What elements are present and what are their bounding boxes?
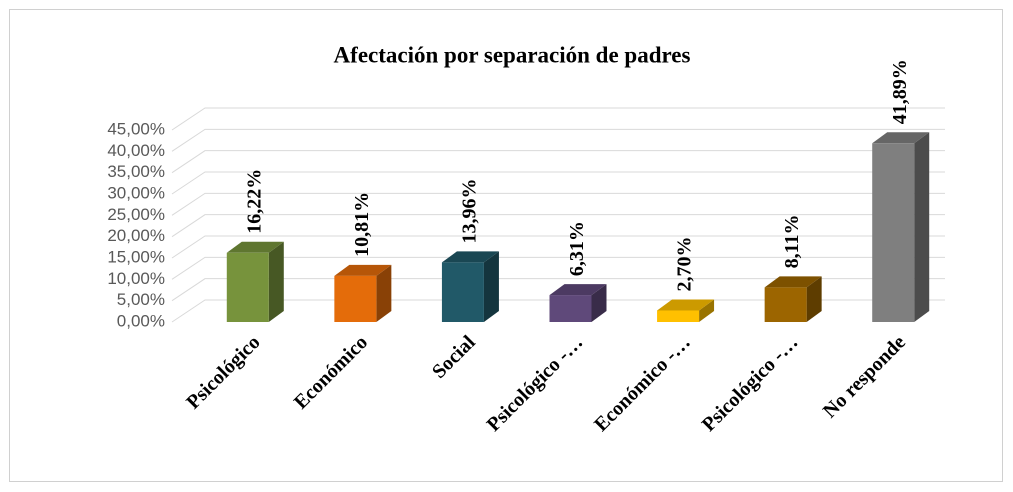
y-tick-label: 0,00% <box>117 311 165 330</box>
y-tick-label: 20,00% <box>107 226 165 245</box>
y-tick-label: 30,00% <box>107 183 165 202</box>
y-tick-label: 45,00% <box>107 119 165 138</box>
bar-side <box>376 264 392 322</box>
bar-side <box>483 251 499 322</box>
bar-side <box>699 299 715 322</box>
bar <box>226 252 269 322</box>
grid-line <box>171 192 945 216</box>
bar-top <box>441 251 499 263</box>
data-label: 16,22% <box>243 169 265 234</box>
bar <box>334 275 377 322</box>
bar <box>549 295 592 322</box>
y-tick-label: 5,00% <box>117 290 165 309</box>
data-label: 8,11% <box>781 214 803 268</box>
bar-top <box>549 284 607 296</box>
y-tick-label: 35,00% <box>107 162 165 181</box>
y-tick-label: 40,00% <box>107 141 165 160</box>
bar <box>872 143 915 322</box>
grid-line <box>171 128 945 152</box>
grid-line <box>171 278 945 302</box>
grid-line <box>171 235 945 259</box>
grid-line <box>171 107 945 131</box>
data-label: 2,70% <box>674 236 696 291</box>
grid-line <box>171 150 945 174</box>
bar <box>441 262 484 322</box>
bar-side <box>914 132 930 322</box>
y-tick-label: 10,00% <box>107 269 165 288</box>
bar-side <box>806 276 822 322</box>
data-label: 10,81% <box>351 192 373 257</box>
data-label: 6,31% <box>566 221 588 276</box>
bar-side <box>268 241 284 322</box>
data-label: 41,89% <box>889 59 911 124</box>
y-tick-label: 25,00% <box>107 205 165 224</box>
bar-top <box>334 264 392 276</box>
bar-side <box>591 284 607 322</box>
chart-frame <box>9 9 1003 482</box>
grid-line <box>171 214 945 238</box>
y-tick-label: 15,00% <box>107 247 165 266</box>
chart-title: Afectación por separación de padres <box>334 42 691 67</box>
bar-top <box>872 132 930 144</box>
data-label: 13,96% <box>459 178 481 243</box>
grid-line <box>171 256 945 280</box>
bar-top <box>657 299 715 311</box>
bar-top <box>226 241 284 253</box>
bar <box>764 287 807 322</box>
bar <box>657 310 700 322</box>
grid-line <box>171 171 945 195</box>
bar-top <box>764 276 822 288</box>
